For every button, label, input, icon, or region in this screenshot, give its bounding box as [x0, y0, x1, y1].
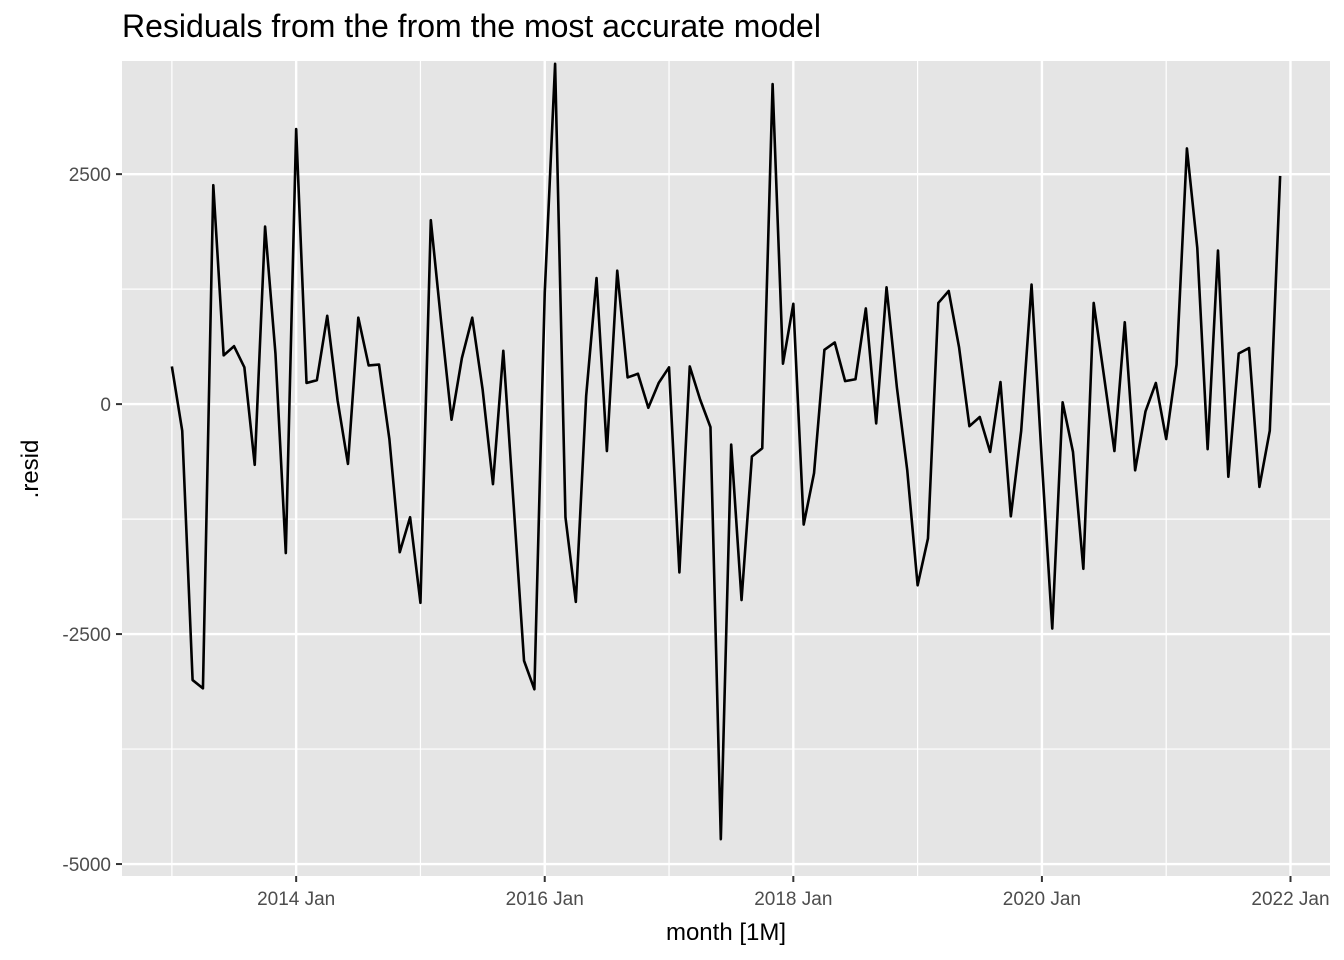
y-tick-label: -2500 — [62, 625, 111, 646]
chart-title: Residuals from the from the most accurat… — [122, 8, 821, 44]
minor-gridlines — [122, 61, 1330, 876]
plot-panel — [122, 61, 1330, 876]
x-tick-label: 2022 Jan — [1251, 889, 1329, 910]
y-tick-label: -5000 — [62, 855, 111, 876]
y-tick-label: 0 — [100, 395, 111, 416]
x-axis-title: month [1M] — [666, 919, 786, 946]
x-tick-label: 2020 Jan — [1003, 889, 1081, 910]
residuals-series-line — [170, 62, 1282, 841]
x-axis-ticks: 2014 Jan 2016 Jan 2018 Jan 2020 Jan 2022 Jan — [257, 876, 1330, 910]
y-axis-ticks: -5000 -2500 0 2500 — [62, 165, 122, 876]
y-tick-label: 2500 — [69, 165, 111, 186]
x-tick-label: 2018 Jan — [754, 889, 832, 910]
x-tick-label: 2014 Jan — [257, 889, 335, 910]
x-tick-label: 2016 Jan — [506, 889, 584, 910]
y-axis-title: .resid — [17, 440, 44, 499]
